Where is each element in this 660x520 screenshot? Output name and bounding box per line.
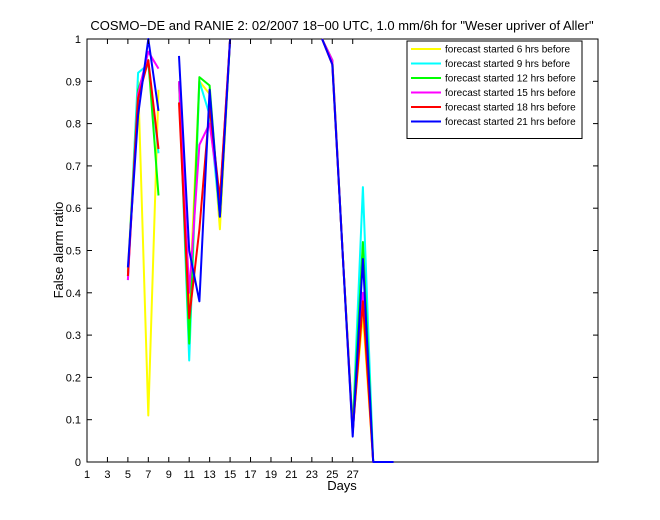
y-tick-label: 0.9 bbox=[66, 76, 81, 88]
y-tick-label: 0.2 bbox=[66, 372, 81, 384]
y-tick-label: 0.5 bbox=[66, 246, 81, 258]
x-tick-label: 9 bbox=[166, 469, 172, 481]
series-line bbox=[126, 38, 160, 268]
x-tick-label: 15 bbox=[224, 469, 236, 481]
axis-layer: 1 3 5 7 9 11 13 15 17 19 21 23 25 2700.10.20.30.40.50… bbox=[66, 34, 598, 481]
legend-entry: forecast started 6 hrs before bbox=[445, 45, 571, 56]
legend-entry: forecast started 15 hrs before bbox=[445, 88, 576, 99]
x-tick-label: 7 bbox=[145, 469, 151, 481]
y-tick-label: 0.4 bbox=[66, 288, 81, 300]
legend: forecast started 6 hrs before forecast st… bbox=[406, 40, 583, 139]
chart-title: COSMO−DE and RANIE 2: 02/2007 18−00 UTC,… bbox=[90, 18, 594, 33]
x-axis-label: Days bbox=[327, 478, 357, 493]
x-tick-label: 23 bbox=[306, 469, 318, 481]
x-tick-label: 5 bbox=[125, 469, 131, 481]
x-tick-label: 3 bbox=[104, 469, 110, 481]
x-tick-label: 27 bbox=[347, 469, 359, 481]
x-tick-label: 13 bbox=[204, 469, 216, 481]
y-tick-label: 0.8 bbox=[66, 119, 81, 131]
series-6 bbox=[126, 38, 394, 463]
series-line bbox=[321, 38, 394, 463]
x-tick-label: 17 bbox=[244, 469, 256, 481]
y-tick-label: 0 bbox=[75, 457, 81, 469]
x-tick-label: 25 bbox=[326, 469, 338, 481]
y-tick-label: 0.1 bbox=[66, 415, 81, 427]
series-layer bbox=[126, 38, 394, 463]
x-tick-label: 11 bbox=[183, 469, 194, 481]
y-tick-label: 1 bbox=[75, 34, 81, 46]
x-tick-label: 1 bbox=[84, 469, 90, 481]
legend-entry: forecast started 12 hrs before bbox=[445, 74, 576, 85]
y-tick-label: 0.6 bbox=[66, 203, 81, 215]
y-tick-label: 0.3 bbox=[66, 330, 81, 342]
legend-entry: forecast started 9 hrs before bbox=[445, 59, 571, 70]
y-tick-label: 0.7 bbox=[66, 161, 81, 173]
legend-entry: forecast started 21 hrs before bbox=[445, 117, 576, 128]
series-line bbox=[178, 38, 232, 303]
x-tick-label: 19 bbox=[265, 469, 277, 481]
y-axis-label: False alarm ratio bbox=[51, 202, 66, 299]
legend-entry: forecast started 18 hrs before bbox=[445, 103, 576, 114]
x-tick-label: 21 bbox=[285, 469, 297, 481]
